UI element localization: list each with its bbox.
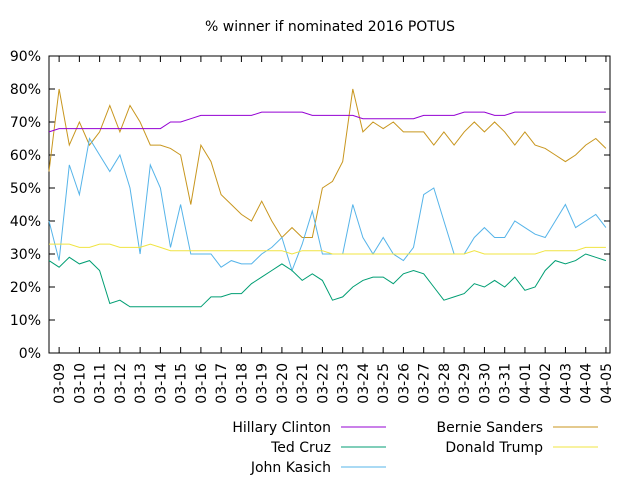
y-tick-label: 40% <box>10 214 41 230</box>
x-tick-label: 03-21 <box>295 363 311 404</box>
x-tick-label: 03-27 <box>417 363 433 404</box>
x-axis: 03-09 03-10 03-11 03-12 03-13 03-14 03-15 03-16… <box>52 56 615 404</box>
x-tick-label: 03-16 <box>194 363 210 404</box>
x-tick-label: 03-11 <box>93 363 109 404</box>
x-tick-label: 04-01 <box>518 363 534 404</box>
x-tick-label: 04-02 <box>538 363 554 404</box>
y-tick-label: 10% <box>10 313 41 329</box>
y-tick-label: 20% <box>10 280 41 296</box>
x-tick-label: 03-13 <box>133 363 149 404</box>
chart-title: % winner if nominated 2016 POTUS <box>205 19 455 35</box>
series-line-john-kasich <box>48 137 607 273</box>
x-tick-label: 03-20 <box>275 363 291 404</box>
series-line-ted-cruz <box>48 253 607 308</box>
x-tick-label: 04-03 <box>558 363 574 404</box>
y-tick-label: 60% <box>10 148 41 164</box>
x-tick-label: 04-05 <box>599 363 615 404</box>
y-tick-label: 80% <box>10 82 41 98</box>
series-line-bernie-sanders <box>48 88 607 239</box>
x-tick-label: 03-31 <box>498 363 514 404</box>
legend-label: Bernie Sanders <box>437 420 543 436</box>
legend: Hillary Clinton Ted Cruz John Kasich Bernie… <box>232 420 598 476</box>
x-tick-label: 03-24 <box>356 363 372 404</box>
x-tick-label: 03-18 <box>234 363 250 404</box>
x-tick-label: 03-14 <box>153 363 169 404</box>
y-tick-label: 50% <box>10 181 41 197</box>
x-tick-label: 03-22 <box>315 363 331 404</box>
series-lines <box>48 88 607 308</box>
x-tick-label: 03-23 <box>336 363 352 404</box>
y-tick-label: 30% <box>10 247 41 263</box>
legend-label: Donald Trump <box>445 440 543 456</box>
x-tick-label: 03-15 <box>174 363 190 404</box>
x-tick-label: 03-19 <box>255 363 271 404</box>
x-tick-label: 03-09 <box>52 363 68 404</box>
x-tick-label: 03-17 <box>214 363 230 404</box>
plot-frame <box>48 55 611 354</box>
x-tick-label: 03-29 <box>457 363 473 404</box>
y-tick-label: 70% <box>10 115 41 131</box>
x-tick-label: 03-28 <box>437 363 453 404</box>
series-line-donald-trump <box>49 243 606 255</box>
y-tick-label: 90% <box>10 49 41 65</box>
legend-label: Hillary Clinton <box>232 420 331 436</box>
y-tick-label: 0% <box>19 346 41 362</box>
legend-label: John Kasich <box>250 460 331 476</box>
x-tick-label: 03-10 <box>72 363 88 404</box>
legend-label: Ted Cruz <box>270 440 331 456</box>
x-tick-label: 03-26 <box>396 363 412 404</box>
x-tick-label: 04-04 <box>579 363 595 404</box>
y-axis: 0% 10% 20% 30% 40% 50% 60% 70% 80% 90% <box>10 49 610 362</box>
series-line-hillary-clinton <box>48 111 606 133</box>
x-tick-label: 03-25 <box>376 363 392 404</box>
x-tick-label: 03-30 <box>477 363 493 404</box>
x-tick-label: 03-12 <box>113 363 129 404</box>
